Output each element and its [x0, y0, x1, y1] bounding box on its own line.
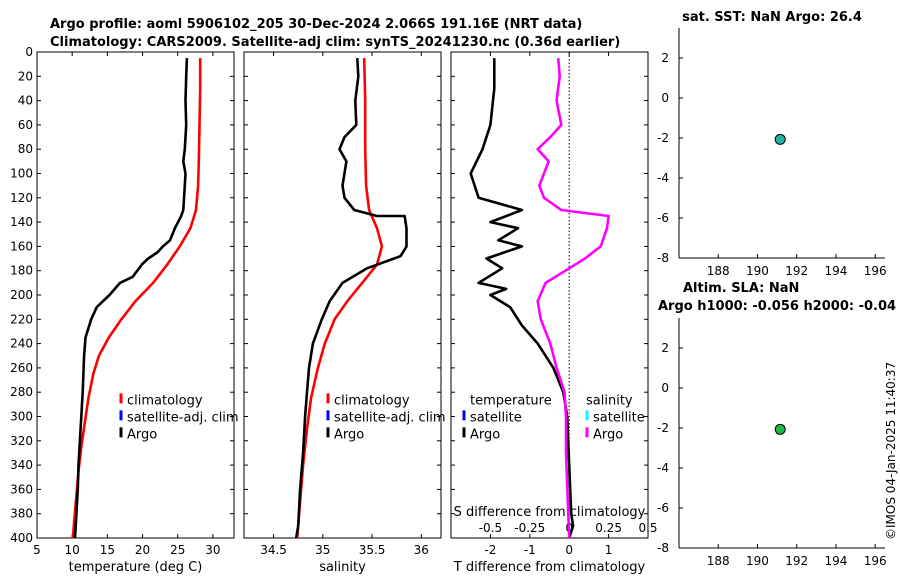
sla-xtick-label: 188: [707, 554, 730, 568]
difference-legend-label: Argo: [470, 427, 500, 442]
depth-tick-label: 0: [25, 45, 33, 59]
sla-title: Altim. SLA: NaN: [683, 281, 799, 296]
salinity-legend-label: Argo: [334, 427, 364, 442]
sst-xtick-label: 194: [824, 264, 847, 278]
sst-ytick-label: -8: [657, 251, 669, 265]
temperature-xtick-label: 30: [205, 543, 220, 557]
sst-xtick-label: 196: [864, 264, 887, 278]
temperature-series-argo: [73, 58, 189, 539]
sst-ytick-label: -4: [657, 171, 669, 185]
depth-tick-label: 380: [10, 507, 33, 521]
temperature-xlabel: temperature (deg C): [69, 560, 203, 575]
depth-tick-label: 260: [10, 361, 33, 375]
temperature-xtick-label: 15: [100, 543, 115, 557]
sst-xtick-label: 188: [707, 264, 730, 278]
difference-legend-label: satellite: [470, 410, 522, 425]
temperature-panel: 0 20 40 60 80 100 120 140 160 180 200 220 240 260 280 3…: [10, 45, 239, 575]
difference-panel: -2 -1 0 1 T difference from climatology S dif…: [450, 51, 658, 575]
depth-tick-label: 320: [10, 434, 33, 448]
depth-tick-label: 120: [10, 191, 33, 205]
difference-xlabel: T difference from climatology: [453, 560, 646, 575]
difference-legend-title-salinity: salinity: [586, 393, 633, 408]
depth-tick-label: 160: [10, 239, 33, 253]
depth-tick-label: 140: [10, 215, 33, 229]
salinity-xlabel: salinity: [319, 560, 366, 575]
salinity-xtick-label: 35.5: [359, 543, 386, 557]
temperature-xtick-label: 5: [33, 543, 41, 557]
difference-legend-title-temperature: temperature: [470, 393, 552, 408]
difference-xtick-label: -1: [524, 543, 536, 557]
sla-subtitle: Argo h1000: -0.056 h2000: -0.04: [658, 299, 896, 314]
sla-ytick-label: -6: [657, 501, 669, 515]
salinity-difference-tick-label: -0.5: [479, 521, 502, 535]
depth-tick-label: 200: [10, 288, 33, 302]
sst-argo-position-marker: [774, 133, 786, 145]
salinity-panel: 34.5 35 35.5 36 salinity climatology satellite…: [243, 51, 446, 575]
sst-ytick-label: 2: [661, 51, 669, 65]
salinity-difference-xlabel: S difference from climatology: [454, 505, 646, 520]
salinity-series-argo: [294, 58, 408, 539]
sst-xtick-label: 192: [785, 264, 808, 278]
temperature-legend-label: satellite-adj. clim: [127, 410, 239, 425]
sst-ytick-label: -6: [657, 211, 669, 225]
difference-xtick-label: 1: [605, 543, 613, 557]
difference-series-s-argo: [536, 57, 610, 539]
sla-ytick-label: -8: [657, 541, 669, 555]
depth-tick-label: 100: [10, 167, 33, 181]
sla-ytick-label: 2: [661, 341, 669, 355]
sst-xtick-label: 190: [746, 264, 769, 278]
temperature-xtick-label: 25: [170, 543, 185, 557]
salinity-difference-tick-label: 0.5: [638, 521, 657, 535]
sla-ytick-label: -4: [657, 461, 669, 475]
depth-tick-label: 280: [10, 385, 33, 399]
salinity-legend-label: climatology: [334, 393, 410, 408]
imos-watermark: ©IMOS 04-Jan-2025 11:40:37: [884, 362, 898, 540]
depth-tick-label: 80: [18, 142, 33, 156]
depth-tick-label: 300: [10, 410, 33, 424]
salinity-xtick-label: 35: [315, 543, 330, 557]
salinity-xtick-label: 34.5: [260, 543, 287, 557]
depth-tick-label: 20: [18, 69, 33, 83]
sst-ytick-label: 0: [661, 91, 669, 105]
difference-xtick-label: -2: [484, 543, 496, 557]
figure-title-line2: Climatology: CARS2009. Satellite-adj cli…: [50, 35, 620, 50]
difference-xtick-label: 0: [565, 543, 573, 557]
figure-title-line1: Argo profile: aoml 5906102_205 30-Dec-20…: [50, 17, 582, 32]
sla-xtick-label: 194: [824, 554, 847, 568]
sla-xtick-label: 196: [864, 554, 887, 568]
depth-tick-label: 340: [10, 458, 33, 472]
depth-tick-label: 360: [10, 482, 33, 496]
depth-tick-label: 40: [18, 94, 33, 108]
sst-map-panel: 2 0 -2 -4 -6 -8 188 190 192 194 196 sat. SST: NaN A…: [657, 10, 887, 278]
salinity-legend-label: satellite-adj. clim: [334, 410, 446, 425]
temperature-xtick-label: 10: [65, 543, 80, 557]
depth-tick-label: 60: [18, 118, 33, 132]
depth-tick-label: 240: [10, 337, 33, 351]
sst-ytick-label: -2: [657, 131, 669, 145]
difference-axes-frame: [450, 51, 649, 539]
depth-tick-label: 220: [10, 312, 33, 326]
salinity-difference-tick-label: -0.25: [514, 521, 545, 535]
difference-legend-label: satellite: [593, 410, 645, 425]
temperature-axes-frame: [36, 51, 235, 539]
sla-xtick-label: 190: [746, 554, 769, 568]
sla-argo-position-marker: [774, 423, 786, 435]
difference-legend-label: Argo: [593, 427, 623, 442]
sst-title: sat. SST: NaN Argo: 26.4: [682, 10, 862, 25]
temperature-series-climatology: [71, 58, 202, 539]
sla-ytick-label: -2: [657, 421, 669, 435]
temperature-xtick-label: 20: [135, 543, 150, 557]
salinity-difference-tick-label: 0.25: [595, 521, 622, 535]
salinity-xtick-label: 36: [414, 543, 429, 557]
depth-tick-label: 400: [10, 531, 33, 545]
temperature-legend-label: Argo: [127, 427, 157, 442]
sla-map-panel: 2 0 -2 -4 -6 -8 188 190 192 194 196 Altim. SLA: NaN…: [657, 281, 896, 568]
depth-tick-label: 180: [10, 264, 33, 278]
temperature-legend-label: climatology: [127, 393, 203, 408]
sla-xtick-label: 192: [785, 554, 808, 568]
salinity-series-climatology: [295, 58, 384, 539]
salinity-axes-frame: [243, 51, 442, 539]
sla-ytick-label: 0: [661, 381, 669, 395]
